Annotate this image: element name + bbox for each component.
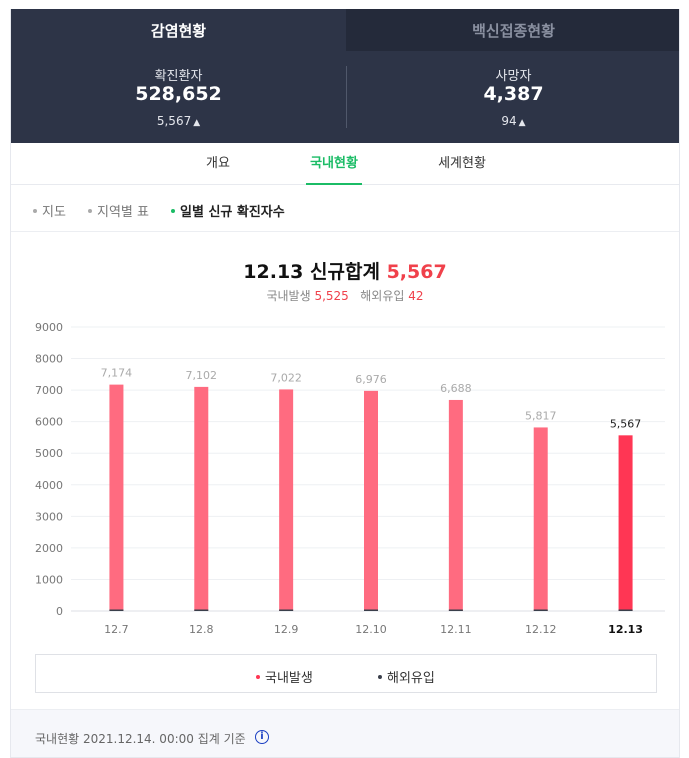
data-label: 6,688 [440,382,472,395]
data-label: 5,567 [610,417,642,430]
up-triangle-icon: ▲ [518,118,526,128]
sub-tabs: 개요 국내현황 세계현황 [11,143,679,185]
data-label: 6,976 [355,373,387,386]
bar [194,386,209,611]
stats-panel: 확진환자 528,652 5,567 ▲ 사망자 4,387 94 ▲ [11,51,679,143]
overseas-label: 해외유입 [360,289,405,303]
stat-confirmed-value: 528,652 [135,83,222,105]
legend-item-overseas[interactable]: 해외유입 [378,667,435,686]
bar-overseas [448,609,463,611]
y-tick-label: 3000 [35,510,63,523]
tab-vaccination-status[interactable]: 백신접종현황 [346,9,679,51]
chart-subtitle: 국내발생 5,525 해외유입 42 [11,287,679,304]
stat-confirmed: 확진환자 528,652 5,567 ▲ [11,51,346,143]
chart-title: 12.13 신규합계 5,567 [11,257,679,284]
daily-cases-chart: 0 1000 2000 3000 4000 5000 6000 7000 8000 9000 7,1… [35,321,665,636]
y-tick-label: 7000 [35,384,63,397]
stat-deaths-value: 4,387 [483,83,544,105]
domestic-value: 5,525 [314,289,349,303]
stat-deaths-delta: 94 ▲ [346,114,679,128]
bullet-icon [171,208,175,213]
tab-overview[interactable]: 개요 [206,156,230,171]
tab-domestic[interactable]: 국내현황 [306,143,362,185]
stat-confirmed-delta-value: 5,567 [156,114,192,128]
y-tick-label: 0 [56,605,63,618]
stats-divider [346,66,347,128]
y-tick-label: 8000 [35,353,63,366]
legend-item-domestic[interactable]: 국내발생 [256,667,313,686]
y-tick-label: 9000 [35,321,63,334]
chart-date: 12.13 [243,261,304,283]
bar [279,389,294,611]
filter-region-table-label: 지역별 표 [97,205,149,220]
red-dot-icon [256,674,260,679]
y-tick-label: 2000 [35,542,63,555]
x-tick-label: 12.13 [608,623,643,636]
y-tick-label: 5000 [35,447,63,460]
chart-title-text: 신규합계 [310,261,380,283]
filter-map[interactable]: 지도 [33,201,66,220]
legend-domestic-label: 국내발생 [265,671,313,686]
up-triangle-icon: ▲ [193,118,201,128]
filter-daily-new-cases[interactable]: 일별 신규 확진자수 [171,201,285,220]
y-tick-label: 1000 [35,573,63,586]
bar-overseas [194,609,209,611]
stat-confirmed-label: 확진환자 [154,69,203,84]
x-tick-label: 12.10 [355,623,387,636]
x-tick-label: 12.8 [189,623,214,636]
data-label: 7,174 [101,367,133,380]
bar-overseas [109,609,124,611]
y-tick-label: 4000 [35,479,63,492]
domestic-label: 국내발생 [266,289,311,303]
bullet-icon [33,208,37,213]
dark-dot-icon [378,674,382,679]
overseas-value: 42 [408,289,424,303]
info-icon[interactable]: i [255,730,269,744]
stat-deaths-delta-value: 94 [501,114,517,128]
data-label: 7,102 [186,369,218,382]
filter-bar: 지도 지역별 표 일별 신규 확진자수 [11,185,679,232]
bar [533,427,548,611]
chart-legend: 국내발생 해외유입 [35,654,657,693]
tab-world[interactable]: 세계현황 [438,156,486,171]
bar-overseas [279,609,294,611]
y-tick-label: 6000 [35,416,63,429]
tab-infection-status[interactable]: 감염현황 [11,9,346,51]
bar [448,399,463,611]
bar [364,390,378,611]
x-tick-label: 12.12 [525,623,557,636]
stat-deaths-label: 사망자 [495,69,532,84]
bar-overseas [618,609,633,611]
x-tick-label: 12.7 [104,623,129,636]
bullet-icon [88,208,92,213]
x-tick-label: 12.9 [274,623,299,636]
legend-overseas-label: 해외유입 [387,671,435,686]
stat-confirmed-delta: 5,567 ▲ [11,114,346,128]
data-label: 7,022 [270,371,302,384]
bar-overseas [364,609,378,611]
data-label: 5,817 [525,409,557,422]
filter-region-table[interactable]: 지역별 표 [88,201,149,220]
stat-deaths: 사망자 4,387 94 ▲ [346,51,679,143]
bar [618,435,633,611]
footer-timestamp: 국내현황 2021.12.14. 00:00 집계 기준 [35,732,246,746]
x-tick-label: 12.11 [440,623,472,636]
bar [109,384,124,611]
bar-overseas [533,609,548,611]
top-tabs: 감염현황 백신접종현황 [11,9,679,51]
filter-daily-new-cases-label: 일별 신규 확진자수 [180,205,285,220]
filter-map-label: 지도 [42,205,66,220]
covid-status-card: 감염현황 백신접종현황 확진환자 528,652 5,567 ▲ 사망자 4,38… [10,9,680,758]
footer: 국내현황 2021.12.14. 00:00 집계 기준 i [11,709,679,757]
chart-total: 5,567 [386,261,447,283]
